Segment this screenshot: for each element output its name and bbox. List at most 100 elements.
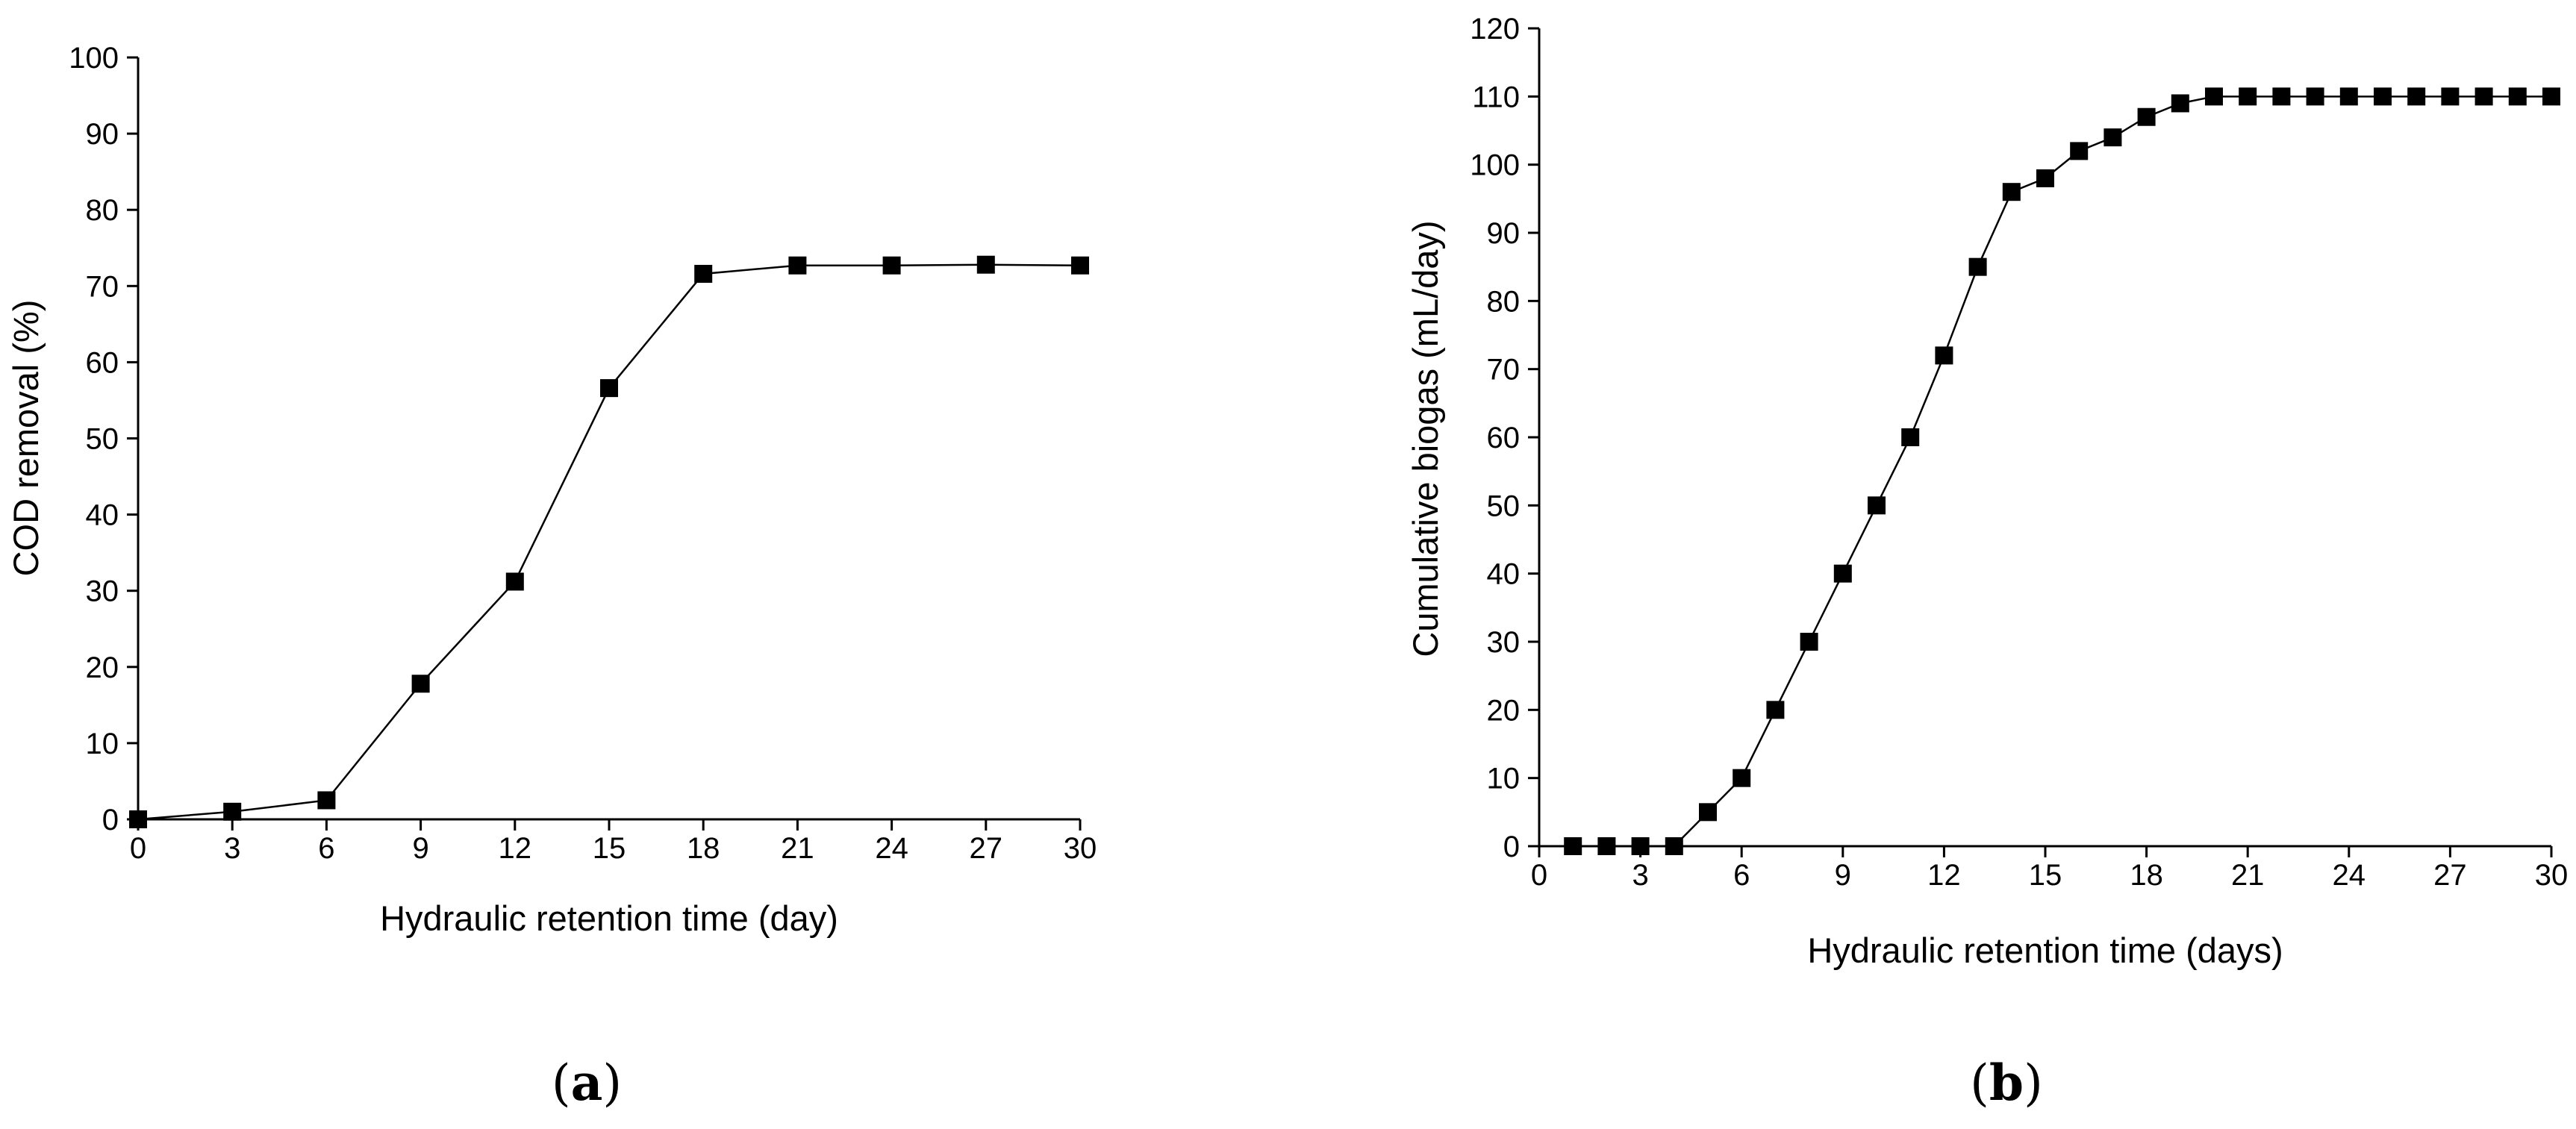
x-tick-label: 30 <box>2535 859 2569 892</box>
y-tick-label: 80 <box>86 194 119 227</box>
data-point-marker <box>411 675 430 693</box>
data-point-marker <box>882 256 901 275</box>
y-tick-label: 10 <box>86 728 119 760</box>
data-point-marker <box>600 379 618 398</box>
y-tick-label: 60 <box>86 346 119 379</box>
data-point-marker <box>2070 142 2089 160</box>
x-tick-label: 15 <box>2029 859 2062 892</box>
y-tick-label: 50 <box>86 423 119 456</box>
y-tick-label: 110 <box>1472 81 1520 113</box>
x-tick-label: 9 <box>1835 859 1851 892</box>
series-line <box>137 263 1081 821</box>
data-point-marker <box>2374 87 2392 106</box>
y-tick-label: 90 <box>86 118 119 151</box>
x-tick-label: 18 <box>2130 859 2163 892</box>
data-point-marker <box>694 264 713 283</box>
data-point-marker <box>2306 87 2324 106</box>
x-tick-label: 0 <box>1531 859 1547 892</box>
y-tick-label: 70 <box>86 270 119 303</box>
x-tick-label: 6 <box>318 832 334 865</box>
data-point-marker <box>2171 94 2189 113</box>
x-tick-label: 21 <box>781 832 814 865</box>
y-tick-label: 30 <box>1487 626 1521 659</box>
data-point-marker <box>2239 87 2257 106</box>
y-axis-title: COD removal (%) <box>6 300 46 577</box>
x-axis-title: Hydraulic retention time (day) <box>380 898 838 938</box>
x-tick-label: 9 <box>412 832 428 865</box>
x-tick-label: 24 <box>2333 859 2366 892</box>
data-point-marker <box>1631 837 1650 855</box>
y-tick-label: 30 <box>86 575 119 608</box>
y-tick-label: 120 <box>1470 13 1520 46</box>
x-tick-label: 24 <box>875 832 908 865</box>
data-point-marker <box>2339 87 2358 106</box>
y-tick-label: 20 <box>86 651 119 684</box>
data-point-marker <box>1665 837 1683 855</box>
data-point-marker <box>788 256 807 275</box>
y-tick-label: 10 <box>1487 763 1521 795</box>
data-point-marker <box>2205 87 2223 106</box>
x-tick-label: 30 <box>1064 832 1097 865</box>
y-tick-label: 40 <box>1487 558 1521 591</box>
x-tick-label: 0 <box>130 832 146 865</box>
axis-ticks: 0 3 6 9 12 15 18 21 24 27 30 0 10 20 30 40 50 60 70 80 90 100… <box>1470 13 2568 892</box>
data-point-marker <box>2272 87 2291 106</box>
axis-ticks: 0 3 6 9 12 15 18 21 24 27 30 0 10 20 30 40 50 60 70 80 90 100 <box>69 42 1097 865</box>
x-tick-label: 3 <box>224 832 240 865</box>
data-point-marker <box>223 802 242 821</box>
data-point-marker <box>129 810 147 828</box>
data-point-marker <box>1833 564 1852 583</box>
x-tick-label: 12 <box>1927 859 1961 892</box>
data-point-marker <box>2137 107 2156 126</box>
data-point-marker <box>1564 837 1582 855</box>
y-tick-label: 50 <box>1487 490 1521 522</box>
y-tick-label: 0 <box>102 804 119 836</box>
data-point-marker <box>2103 128 2122 147</box>
panel-label-b-letter: b <box>1989 1054 2024 1112</box>
data-point-marker <box>2441 87 2460 106</box>
x-axis-title: Hydraulic retention time (days) <box>1807 931 2283 970</box>
data-point-marker <box>1935 346 1953 365</box>
data-point-marker <box>1733 769 1751 787</box>
y-tick-label: 60 <box>1487 422 1521 454</box>
x-tick-label: 3 <box>1632 859 1648 892</box>
data-series <box>1564 87 2560 855</box>
data-point-marker <box>1597 837 1616 855</box>
data-point-marker <box>1901 428 1920 446</box>
data-point-marker <box>976 255 995 274</box>
x-tick-label: 27 <box>970 832 1003 865</box>
y-tick-label: 70 <box>1487 354 1521 387</box>
data-point-marker <box>1071 256 1089 275</box>
x-tick-label: 18 <box>687 832 720 865</box>
series-line <box>1573 96 2551 848</box>
data-point-marker <box>2542 87 2560 106</box>
chart-panel-b: 0 3 6 9 12 15 18 21 24 27 30 0 10 20 30 40 50 60 70 80 90 100… <box>1406 13 2568 1112</box>
chart-panel-a: 0 3 6 9 12 15 18 21 24 27 30 0 10 20 30 40 50 60 70 80 90 100… <box>6 42 1097 1112</box>
data-point-marker <box>2508 87 2527 106</box>
x-tick-label: 6 <box>1733 859 1750 892</box>
y-axis-title: Cumulative biogas (mL/day) <box>1406 220 1445 657</box>
x-tick-label: 15 <box>593 832 626 865</box>
y-tick-label: 90 <box>1487 217 1521 250</box>
panel-label-a: (a) <box>552 1054 622 1112</box>
panel-label-a-letter: a <box>571 1054 603 1112</box>
data-point-marker <box>1766 701 1785 719</box>
data-point-marker <box>2474 87 2493 106</box>
data-point-marker <box>1868 496 1886 515</box>
y-tick-label: 0 <box>1503 831 1520 863</box>
data-point-marker <box>1800 633 1818 651</box>
data-point-marker <box>1699 803 1717 822</box>
data-point-marker <box>317 791 336 810</box>
y-tick-label: 40 <box>86 499 119 532</box>
panel-label-b: (b) <box>1970 1054 2043 1112</box>
y-tick-label: 20 <box>1487 694 1521 727</box>
x-tick-label: 21 <box>2231 859 2265 892</box>
y-tick-label: 100 <box>69 42 119 75</box>
data-series <box>129 255 1089 828</box>
data-point-marker <box>1968 257 1987 276</box>
y-tick-label: 80 <box>1487 285 1521 318</box>
data-point-marker <box>505 572 524 591</box>
data-point-marker <box>2036 169 2054 187</box>
x-tick-label: 12 <box>499 832 532 865</box>
